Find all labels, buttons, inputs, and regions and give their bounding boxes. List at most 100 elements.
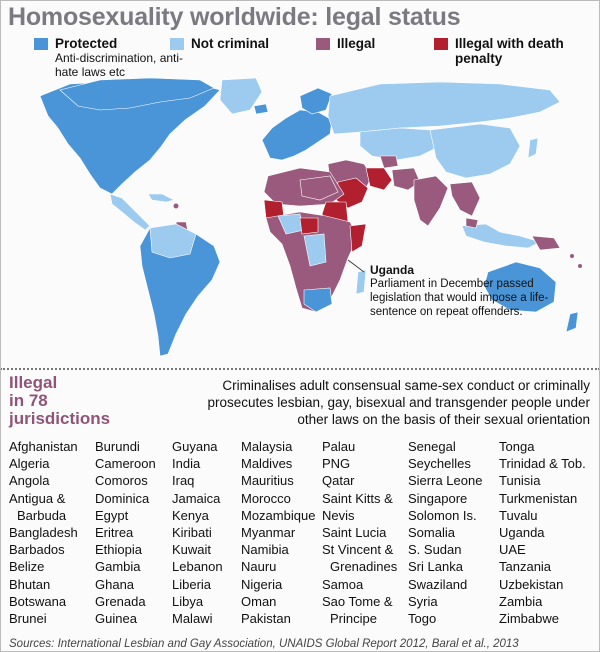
central-asia-region [359,127,441,161]
uganda-note-heading: Uganda [370,263,415,277]
country-item: Namibia [241,542,289,558]
country-item: Togo [408,611,437,627]
southeast-asia-region [449,181,481,217]
country-item: Sri Lanka [408,559,463,575]
country-item: Solomon Is. [408,507,477,523]
country-item: Dominica [95,490,150,506]
country-item: Morocco [241,490,291,506]
libya-egypt-region [299,175,339,201]
country-item: S. Sudan [408,542,462,558]
iceland-region [253,103,269,115]
country-item: Barbados [9,542,65,558]
australia-region [483,261,557,313]
country-item: Eritrea [95,525,134,541]
country-item: Bangladesh [9,525,78,541]
country-item: UAE [499,542,526,558]
country-item: Palau [322,439,356,454]
country-item: Ethiopia [95,542,142,558]
country-item: Bhutan [9,576,51,592]
country-item: Swaziland [408,576,468,592]
country-item: Comoros [95,473,148,489]
legend-label-not-criminal: Not criminal [191,36,270,51]
legend-illegal: Illegal [316,36,375,51]
country-item: Kenya [172,507,209,523]
country-item: Nigeria [241,576,283,592]
central-america-region [109,193,151,231]
page-title: Homosexuality worldwide: legal status [8,3,461,31]
legend-protected: Protected Anti-discrimination, anti-hate… [34,36,195,79]
country-item: Senegal [408,439,456,454]
country-item: Afghanistan [9,439,78,454]
country-item: Liberia [172,576,212,592]
country-item: Pakistan [241,611,291,627]
country-item: Angola [9,473,50,489]
country-item: Saint Lucia [322,525,387,541]
country-item: Cameroon [95,456,156,472]
legend-sub-protected: Anti-discrimination, anti-hate laws etc [55,51,184,79]
country-item: Jamaica [172,490,221,506]
central-africa-region [303,233,327,267]
country-item: Grenadines [330,559,398,575]
country-item: Antigua & [9,490,66,506]
country-item: Maldives [241,456,293,472]
legend-death-penalty: Illegal with death penalty [434,36,595,66]
country-item: Tonga [499,439,535,454]
turkmenistan-region [379,155,399,169]
legend-label-illegal: Illegal [337,36,376,51]
country-item: Guinea [95,611,137,627]
png-region [531,235,561,251]
malaysia-region [465,217,479,229]
country-column-3: Guyana India Iraq Jamaica Kenya Kiribati… [172,438,223,627]
legend-label-protected: Protected [55,36,118,51]
country-item: Turkmenistan [499,490,578,506]
country-item: Botswana [9,593,67,609]
legend-label-death-penalty: Illegal with death penalty [455,36,564,66]
country-item: Tuvalu [499,507,538,523]
south-africa-region [303,287,333,313]
country-item: Burundi [95,439,140,454]
uganda-pointer-line [347,259,365,273]
japan-region [527,137,539,159]
iran-region [365,167,393,191]
russia-region [327,81,561,135]
country-item: Qatar [322,473,355,489]
south-america-north-region [149,223,197,259]
country-item: Samoa [322,576,364,592]
country-item: Algeria [9,456,50,472]
country-column-5: Palau PNG Qatar Saint Kitts & Nevis Sain… [322,438,397,627]
country-item: St Vincent & [322,542,394,558]
country-item: Iraq [172,473,195,489]
country-item: Malaysia [241,439,293,454]
country-item: Tanzania [499,559,552,575]
country-column-6: Senegal Seychelles Sierra Leone Singapor… [408,438,482,627]
country-item: Myanmar [241,525,296,541]
south-america-region [139,223,221,357]
country-item: Nevis [322,507,355,523]
country-column-7: Tonga Trinidad & Tob. Tunisia Turkmenist… [499,438,586,627]
country-item: Uganda [499,525,545,541]
country-item: Libya [172,593,204,609]
uganda-note-text: Parliament in December passed legislatio… [370,278,549,318]
legend-swatch-protected [34,38,48,50]
country-item: Brunei [9,611,47,627]
nigeria-region [299,217,319,235]
country-item: Tunisia [499,473,541,489]
country-item: Singapore [408,490,468,506]
pacific-island-marker [570,254,574,258]
country-column-1: Afghanistan Algeria Angola Antigua & Bar… [9,438,78,627]
illegal-heading: Illegal in 78 jurisdictions [9,374,110,428]
country-item: Seychelles [408,456,471,472]
somalia-region [349,223,367,253]
scandinavia-region [299,87,333,115]
europe-region [261,109,333,161]
caribbean-region [147,193,175,203]
malaysia-indonesia-region [461,223,541,249]
country-item: Malawi [172,611,213,627]
country-item: Ghana [95,576,135,592]
legend-swatch-death-penalty [434,38,448,50]
legend-not-criminal: Not criminal [170,36,269,51]
country-item: Sierra Leone [408,473,483,489]
country-column-2: Burundi Cameroon Comoros Dominica Egypt … [95,438,156,627]
country-item: Nauru [241,559,277,575]
country-item: India [172,456,201,472]
